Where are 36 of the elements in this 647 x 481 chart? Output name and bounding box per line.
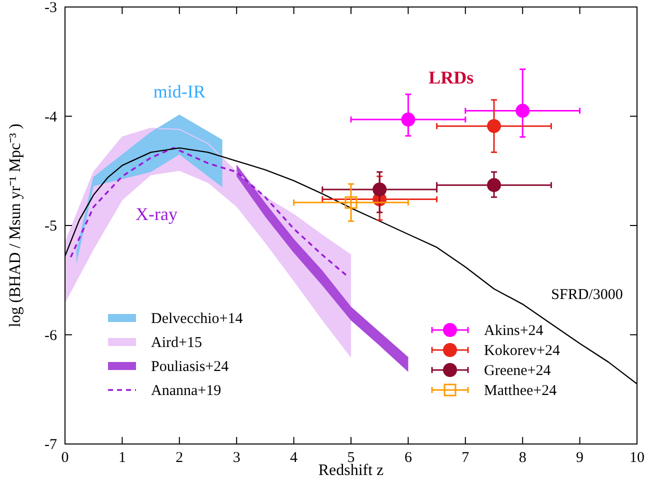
point [372,182,387,196]
x-tick-label: 10 [630,450,644,466]
point [487,119,501,134]
x-tick-label: 6 [404,450,412,466]
legend-label: Matthee+24 [484,383,558,399]
point [344,196,358,209]
y-tick-label: -5 [44,218,57,234]
x-tick-label: 1 [118,450,126,466]
legend-label: Greene+24 [484,363,552,379]
x-axis-title: Redshift z [318,462,384,479]
point [401,112,416,127]
point [487,178,501,192]
x-tick-label: 0 [61,450,69,466]
legend-label: Pouliasis+24 [151,359,230,375]
x-tick-label: 9 [576,450,584,466]
annotation: LRDs [428,67,474,88]
y-tick-label: -3 [44,0,57,16]
annotation: mid-IR [153,82,206,102]
legend-label: Ananna+19 [151,383,222,399]
point [516,104,530,118]
y-tick-label: -4 [44,109,58,126]
legend-label: Kokorev+24 [484,343,560,359]
legend-label: Aird+15 [151,335,202,351]
x-tick-label: 2 [176,450,184,466]
line-series [70,147,350,278]
annotation: X-ray [136,204,178,224]
x-tick-label: 8 [518,450,526,466]
series-label: SFRD/3000 [551,286,623,303]
x-tick-label: 4 [290,450,298,466]
legend-label: Akins+24 [484,323,544,339]
y-tick-label: -7 [44,437,58,453]
y-axis-title: log (BHAD / Msun yr⁻¹ Mpc⁻³ ) [7,124,24,328]
legend-label: Delvecchio+14 [151,311,244,327]
x-tick-label: 3 [232,450,240,466]
x-tick-label: 7 [462,450,470,466]
y-tick-label: -6 [44,328,58,344]
